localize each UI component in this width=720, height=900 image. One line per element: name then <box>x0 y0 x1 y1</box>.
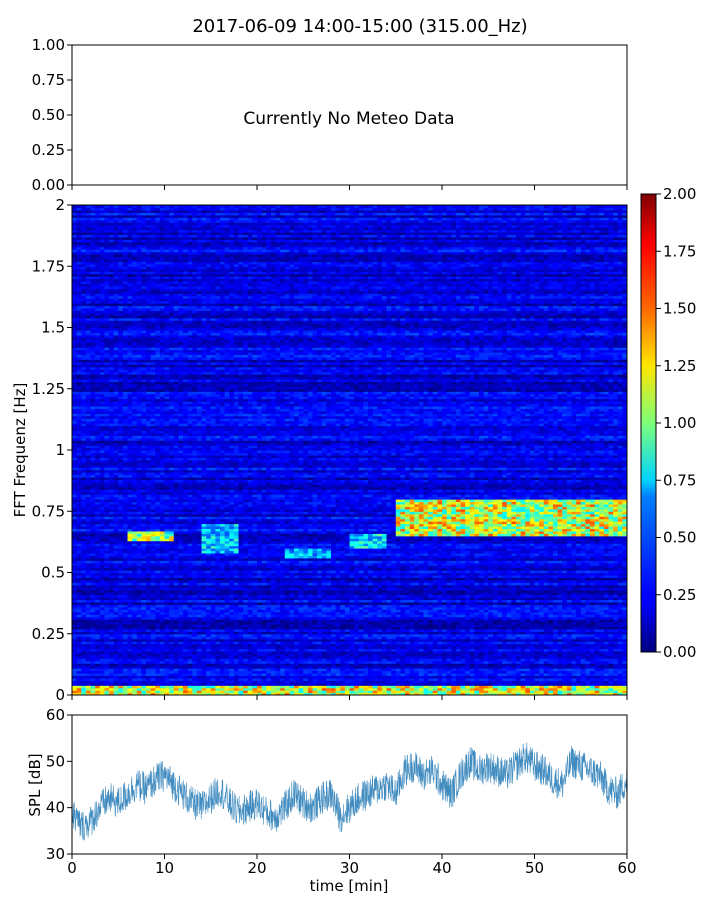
spectrogram-heatmap <box>72 205 628 696</box>
meteo-y-tick-label: 0.75 <box>32 71 65 89</box>
meteo-y-tick-label: 0.25 <box>32 141 65 159</box>
meteo-y-ticks: 0.00 0.25 0.50 0.75 1.00 <box>32 36 72 194</box>
meteo-y-tick-label: 1.00 <box>32 36 65 54</box>
meteo-y-tick-label: 0.00 <box>32 176 65 194</box>
meteo-y-tick-label: 0.50 <box>32 106 65 124</box>
meteo-panel: Currently No Meteo Data 0.00 0.25 0.50 0.75… <box>32 36 627 194</box>
meteo-x-ticks <box>72 185 627 190</box>
figure-title: 2017-06-09 14:00-15:00 (315.00_Hz) <box>192 16 527 37</box>
meteo-annotation: Currently No Meteo Data <box>243 109 454 129</box>
